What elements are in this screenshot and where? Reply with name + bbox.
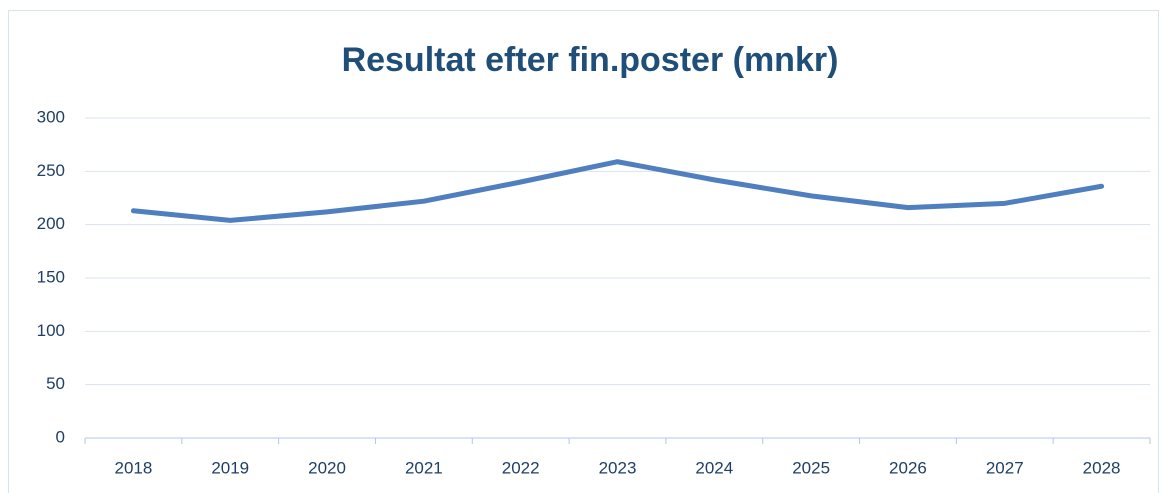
line-series bbox=[130, 159, 1105, 223]
x-tick-label: 2020 bbox=[308, 458, 346, 477]
x-tick-label: 2024 bbox=[695, 458, 733, 477]
x-tick-label: 2022 bbox=[502, 458, 540, 477]
y-tick-label: 50 bbox=[46, 374, 65, 393]
x-tick-label: 2018 bbox=[114, 458, 152, 477]
chart-title: Resultat efter fin.poster (mnkr) bbox=[342, 41, 839, 79]
y-tick-label: 250 bbox=[37, 161, 65, 180]
y-tick-label: 300 bbox=[37, 107, 65, 126]
x-tick-label: 2026 bbox=[889, 458, 927, 477]
x-tick-label: 2025 bbox=[792, 458, 830, 477]
x-tick-label: 2021 bbox=[405, 458, 443, 477]
chart-border bbox=[8, 10, 1159, 493]
y-tick-label: 0 bbox=[56, 427, 65, 446]
x-tick-label: 2028 bbox=[1083, 458, 1121, 477]
y-tick-label: 200 bbox=[37, 214, 65, 233]
y-tick-label: 100 bbox=[37, 321, 65, 340]
x-tick-label: 2023 bbox=[599, 458, 637, 477]
x-tick-label: 2019 bbox=[211, 458, 249, 477]
y-tick-label: 150 bbox=[37, 267, 65, 286]
x-tick-label: 2027 bbox=[986, 458, 1024, 477]
